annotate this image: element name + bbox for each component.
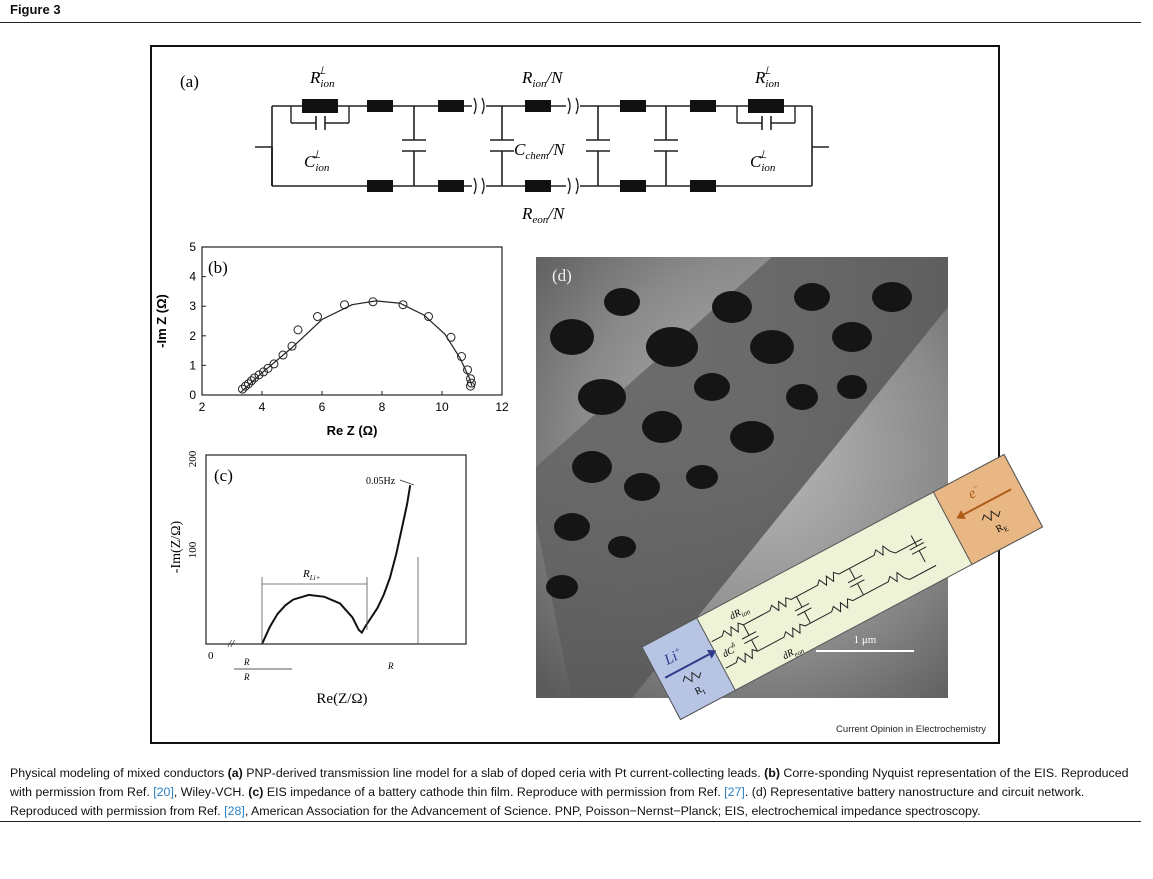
panel-d: (d) Li+ RI e− RE bbox=[536, 257, 1044, 721]
panel-b-data-point bbox=[368, 297, 378, 307]
panel-b-data-point bbox=[466, 374, 475, 384]
li-ion-label: Li+ bbox=[660, 644, 686, 669]
nanofiber bbox=[536, 257, 948, 698]
panel-b-data-point bbox=[446, 332, 456, 342]
figure-frame: (a) bbox=[150, 45, 1044, 744]
panel-b-x-tick: 10 bbox=[435, 400, 449, 414]
panel-b-x-tick: 4 bbox=[259, 400, 266, 414]
label-c-chem: Cchem/N bbox=[514, 140, 566, 162]
d-c-label: dCδ bbox=[719, 640, 739, 660]
panel-c-r-li: RLi+ bbox=[302, 568, 321, 582]
panel-b-data-point bbox=[398, 300, 408, 310]
r-i-label: RI bbox=[693, 683, 708, 699]
panel-c-ytick-200: 200 bbox=[187, 450, 199, 467]
panel-b-y-tick: 0 bbox=[189, 388, 196, 402]
scale-label: 1 μm bbox=[854, 634, 877, 646]
panel-d-label: (d) bbox=[552, 266, 572, 285]
panel-b-x-ticks: 2 4 6 8 10 12 bbox=[199, 391, 509, 414]
panel-c-break: // bbox=[227, 638, 235, 650]
panel-b-data-point bbox=[250, 373, 259, 383]
panel-b-data-point bbox=[244, 379, 253, 389]
label-r-eon: Reon/N bbox=[521, 204, 566, 226]
r-ion-perp-right bbox=[748, 99, 784, 113]
panel-c-curve bbox=[261, 485, 412, 645]
panel-c-ytick-100: 100 bbox=[187, 541, 199, 558]
break-marks bbox=[472, 97, 580, 195]
panel-a: (a) bbox=[180, 65, 829, 226]
figure-caption: Physical modeling of mixed conductors (a… bbox=[10, 766, 1129, 818]
panel-b-y-ticks: 0 1 2 3 4 5 bbox=[189, 240, 206, 402]
panel-b-y-tick: 1 bbox=[189, 358, 196, 372]
panel-b-data-point bbox=[278, 350, 288, 360]
panel-a-label: (a) bbox=[180, 72, 199, 91]
panel-b-ylabel: -Im Z (Ω) bbox=[154, 294, 169, 348]
panel-b-x-tick: 8 bbox=[379, 400, 386, 414]
panel-b-data-point bbox=[254, 370, 264, 380]
label-c-ion-perp-right: Cion⊥ bbox=[750, 149, 776, 174]
ref-link-28[interactable]: [28] bbox=[224, 804, 245, 818]
panel-b-data-point bbox=[269, 359, 279, 369]
chem-capacitors bbox=[402, 106, 678, 186]
figure-label: Figure 3 bbox=[10, 2, 61, 17]
nanoparticles bbox=[546, 282, 912, 599]
panel-c-ylabel: -Im(Z/Ω) bbox=[169, 520, 184, 573]
panel-c: (c) 200 100 0 -Im(Z/Ω) Re(Z/Ω) // RLi+ 0… bbox=[169, 450, 467, 707]
bottom-resistors bbox=[367, 180, 716, 192]
panel-b-data-point bbox=[457, 352, 466, 362]
panel-b-y-tick: 3 bbox=[189, 299, 196, 313]
top-rule bbox=[0, 22, 1141, 23]
ref-link-27[interactable]: [27] bbox=[724, 785, 745, 799]
figure-svg: (a) bbox=[154, 65, 1044, 735]
top-resistors bbox=[367, 100, 716, 112]
panel-b-data-point bbox=[293, 325, 303, 335]
label-r-ion-perp-right: Rion⊥ bbox=[754, 65, 780, 90]
panel-c-axes bbox=[205, 454, 467, 645]
panel-b-points bbox=[238, 297, 476, 394]
bottom-rule bbox=[0, 821, 1141, 822]
panel-b-data-point bbox=[247, 376, 256, 386]
panel-c-xlabel: Re(Z/Ω) bbox=[316, 691, 367, 707]
panel-c-x-formulas: R R R bbox=[234, 657, 394, 682]
panel-b-data-point bbox=[466, 381, 475, 391]
electrolyte-region bbox=[641, 617, 736, 721]
label-r-ion-n: Rion/N bbox=[521, 68, 564, 90]
panel-b-label: (b) bbox=[208, 258, 228, 277]
panel-b-data-point bbox=[241, 381, 250, 391]
r-e-label: RE bbox=[994, 520, 1010, 537]
panel-b-data-point bbox=[424, 312, 433, 322]
svg-text:R: R bbox=[243, 657, 250, 667]
panel-b-x-tick: 6 bbox=[319, 400, 326, 414]
panel-b-data-point bbox=[463, 365, 472, 375]
panel-b-x-tick: 12 bbox=[495, 400, 509, 414]
panel-b-xlabel: Re Z (Ω) bbox=[327, 423, 378, 438]
panel-b-x-tick: 2 bbox=[199, 400, 206, 414]
panel-b-data-point bbox=[340, 300, 349, 310]
label-r-ion-perp-left: Rion⊥ bbox=[309, 65, 335, 90]
ladder-network bbox=[711, 535, 937, 669]
panel-b-data-point bbox=[263, 363, 273, 373]
credit-line: Current Opinion in Electrochemistry bbox=[836, 724, 986, 735]
panel-b-axes bbox=[201, 246, 503, 396]
label-c-ion-perp-left: Cion⊥ bbox=[304, 149, 330, 174]
svg-text:R: R bbox=[243, 672, 250, 682]
ref-link-20[interactable]: [20] bbox=[153, 785, 174, 799]
panel-b-data-point bbox=[287, 341, 297, 351]
panel-b-data-point bbox=[238, 384, 247, 394]
panel-c-label: (c) bbox=[214, 466, 233, 485]
d-r-ion-label: dRion bbox=[728, 603, 752, 624]
panel-d-circuit: Li+ RI e− RE dRion bbox=[641, 453, 1044, 721]
r-ion-perp-left bbox=[302, 99, 338, 113]
panel-b-y-tick: 4 bbox=[189, 270, 196, 284]
panel-b-y-tick: 2 bbox=[189, 329, 196, 343]
svg-text:R: R bbox=[387, 661, 394, 671]
panel-c-ytick-0: 0 bbox=[208, 650, 214, 662]
panel-c-annotation: 0.05Hz bbox=[366, 476, 396, 487]
electrode-region bbox=[932, 453, 1044, 566]
panel-b-y-tick: 5 bbox=[189, 240, 196, 254]
panel-b-fit-line bbox=[240, 300, 473, 393]
panel-b-data-point bbox=[313, 312, 322, 322]
